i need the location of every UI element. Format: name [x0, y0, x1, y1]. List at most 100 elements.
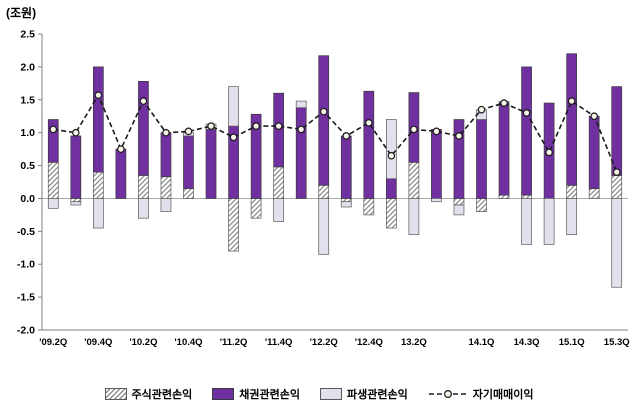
bar-segment — [408, 198, 420, 235]
legend-item-stock: 주식관련손익 — [104, 386, 193, 402]
bar-segment — [566, 184, 578, 199]
y-tick-label: -1.5 — [17, 292, 35, 304]
bar-segment — [92, 198, 104, 229]
x-tick-label: '09.4Q — [84, 337, 112, 348]
bar-segment — [228, 86, 239, 127]
x-tick-label: '11.2Q — [220, 337, 248, 348]
bar-segment — [498, 194, 510, 199]
dashed-line-marker-icon — [428, 389, 467, 399]
bar-segment — [476, 198, 487, 212]
bar-segment — [588, 188, 600, 199]
bar-segment — [543, 198, 555, 245]
bar-segment — [611, 175, 623, 199]
bar-segment — [498, 101, 510, 196]
line-marker — [94, 91, 103, 99]
y-tick-label: 1.0 — [20, 127, 35, 139]
line-marker — [184, 127, 193, 136]
line-marker — [319, 107, 328, 116]
line-marker — [590, 112, 598, 121]
line-marker — [297, 125, 305, 134]
x-tick-label: '10.4Q — [174, 337, 202, 348]
bar-segment — [273, 92, 285, 168]
bar-segment — [521, 194, 532, 199]
bar-segment — [70, 201, 82, 206]
x-tick-label: '10.2Q — [129, 337, 157, 348]
y-tick-label: 0.5 — [20, 160, 35, 172]
line-marker — [387, 151, 396, 160]
legend-label-deriv: 파생관련손익 — [347, 389, 408, 401]
chart-plot: 2.5 2.0 1.5 1.0 0.5 0.0 -0.5 -1.0 -1.5 -2.0 '09.2Q… — [17, 29, 630, 349]
line-marker — [477, 105, 486, 114]
bar-segment — [295, 100, 307, 109]
bar-segment — [295, 107, 307, 199]
line-marker — [72, 128, 80, 137]
bar-segment — [453, 119, 465, 199]
line-marker — [612, 168, 621, 176]
bar-segment — [318, 55, 330, 186]
line-marker — [567, 97, 576, 105]
legend-label-bond: 채권관련손익 — [239, 389, 300, 401]
bar-segment — [273, 166, 285, 199]
bar-segment — [228, 198, 239, 252]
bar-segment — [70, 135, 82, 199]
axis-unit-label: (조원) — [6, 6, 37, 20]
line-marker — [139, 97, 148, 105]
line-marker — [207, 122, 215, 130]
line-marker — [365, 119, 373, 127]
bar-segment — [47, 119, 59, 163]
bond-series-swatch-icon — [212, 388, 235, 400]
legend-label-stock: 주식관련손익 — [131, 389, 193, 401]
bar-segment — [183, 188, 194, 199]
bar-segment — [476, 119, 487, 199]
x-tick-label: '12.2Q — [310, 337, 338, 348]
line-marker — [49, 125, 58, 134]
line-marker — [500, 99, 508, 107]
legend-label-line: 자기매매이익 — [472, 389, 534, 401]
bar-segment — [611, 198, 623, 288]
bar-segment — [385, 178, 397, 199]
bar-segment — [385, 119, 397, 180]
bar-segment — [318, 198, 330, 255]
bar-segment — [566, 198, 578, 235]
x-tick-label: 15.3Q — [604, 337, 630, 348]
bar-segment — [363, 90, 375, 199]
bar-segment — [138, 175, 149, 199]
y-tick-label: -0.5 — [17, 226, 35, 238]
bar-segment — [92, 66, 104, 173]
x-tick-label: '11.4Q — [265, 337, 293, 348]
y-tick-label: 2.5 — [20, 29, 35, 41]
bar-segment — [92, 171, 104, 199]
line-marker — [274, 122, 283, 130]
bar-segment — [47, 161, 59, 199]
legend-item-deriv: 파생관련손익 — [320, 386, 408, 402]
y-tick-label: -2.0 — [17, 325, 35, 337]
line-marker — [252, 122, 260, 130]
bar-segment — [205, 129, 217, 199]
bar-segment — [340, 201, 352, 208]
x-tick-label: 14.1Q — [469, 337, 495, 348]
stock-series-swatch-icon — [104, 388, 127, 400]
bar-segment — [340, 135, 352, 199]
x-tick-label: 13.2Q — [401, 337, 427, 348]
x-tick-label: 14.3Q — [514, 337, 540, 348]
line-marker — [117, 145, 125, 153]
bar-segment — [183, 135, 194, 189]
x-tick-label: '12.4Q — [355, 337, 383, 348]
line-marker — [522, 109, 531, 117]
trading-profit-line — [53, 93, 618, 173]
bar-segment — [250, 113, 262, 199]
bar-segment — [47, 198, 59, 209]
y-tick-label: 1.5 — [20, 94, 35, 106]
x-tick-label: '09.2Q — [39, 337, 67, 348]
bar-segment — [138, 81, 149, 176]
chart-legend: 주식관련손익 채권관련손익 파생관련손익 자기매매이익 — [0, 386, 638, 402]
bar-segment — [160, 198, 172, 212]
bar-segment — [318, 184, 330, 199]
line-marker — [545, 148, 553, 157]
bar-segment — [138, 198, 149, 219]
y-tick-label: 2.0 — [20, 61, 35, 73]
bar-segment — [160, 176, 172, 199]
bar-segment — [431, 198, 442, 203]
bar-segment — [521, 66, 532, 196]
